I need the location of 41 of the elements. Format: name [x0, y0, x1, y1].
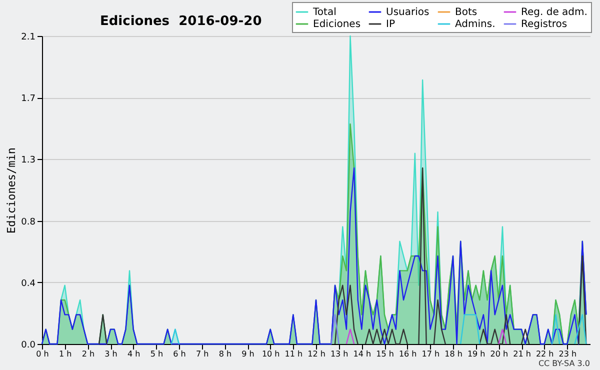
- x-tick-label: 9 h: [242, 350, 254, 358]
- x-tick-label: 7 h: [196, 350, 209, 358]
- y-tick-label: 1.7: [21, 94, 36, 104]
- x-tick-label: 20 h: [490, 350, 508, 358]
- x-tick-label: 18 h: [444, 350, 462, 358]
- y-tick-label: 0.4: [21, 278, 36, 289]
- x-tick-label: 2 h: [82, 350, 95, 358]
- x-tick-label: 10 h: [262, 350, 280, 358]
- chart-title: Ediciones 2016-09-20: [100, 14, 262, 29]
- legend-label: Admins.: [455, 19, 496, 30]
- legend-label: IP: [386, 19, 395, 30]
- x-tick-label: 8 h: [218, 350, 232, 358]
- x-tick-label: 6 h: [173, 350, 186, 358]
- x-tick-label: 21 h: [513, 350, 531, 358]
- text: CC BY-SA 3.0: [538, 359, 590, 368]
- legend-label: Reg. de adm.: [521, 7, 588, 18]
- x-tick-label: 14 h: [353, 350, 372, 358]
- x-tick-label: 15 h: [376, 350, 394, 358]
- x-tick-label: 4 h: [127, 350, 140, 358]
- x-tick-label: 3 h: [104, 350, 118, 358]
- x-tick-label: 19 h: [467, 350, 486, 358]
- x-tick-label: 13 h: [330, 350, 348, 358]
- x-tick-label: 16 h: [398, 350, 417, 358]
- x-tick-label: 1 h: [58, 350, 72, 358]
- y-tick-label: 0.8: [21, 217, 36, 228]
- x-tick-label: 0 h: [36, 350, 49, 358]
- legend-label: Registros: [521, 19, 568, 30]
- y-tick-label: 1.3: [21, 156, 36, 166]
- y-tick-label: 2.1: [21, 32, 36, 42]
- x-tick-label: 11 h: [284, 350, 303, 358]
- x-tick-label: 17 h: [422, 350, 440, 358]
- x-tick-label: 5 h: [150, 350, 164, 358]
- x-tick-label: 22 h: [536, 350, 554, 358]
- x-tick-label: 12 h: [308, 350, 326, 358]
- y-tick-label: 0.0: [21, 340, 36, 350]
- x-tick-label: 23 h: [558, 350, 577, 358]
- y-axis-title: Ediciones/min: [5, 147, 18, 234]
- legend-label: Bots: [455, 7, 478, 18]
- legend-label: Total: [312, 7, 336, 18]
- legend-label: Ediciones: [313, 19, 361, 30]
- legend-label: Usuarios: [386, 7, 430, 18]
